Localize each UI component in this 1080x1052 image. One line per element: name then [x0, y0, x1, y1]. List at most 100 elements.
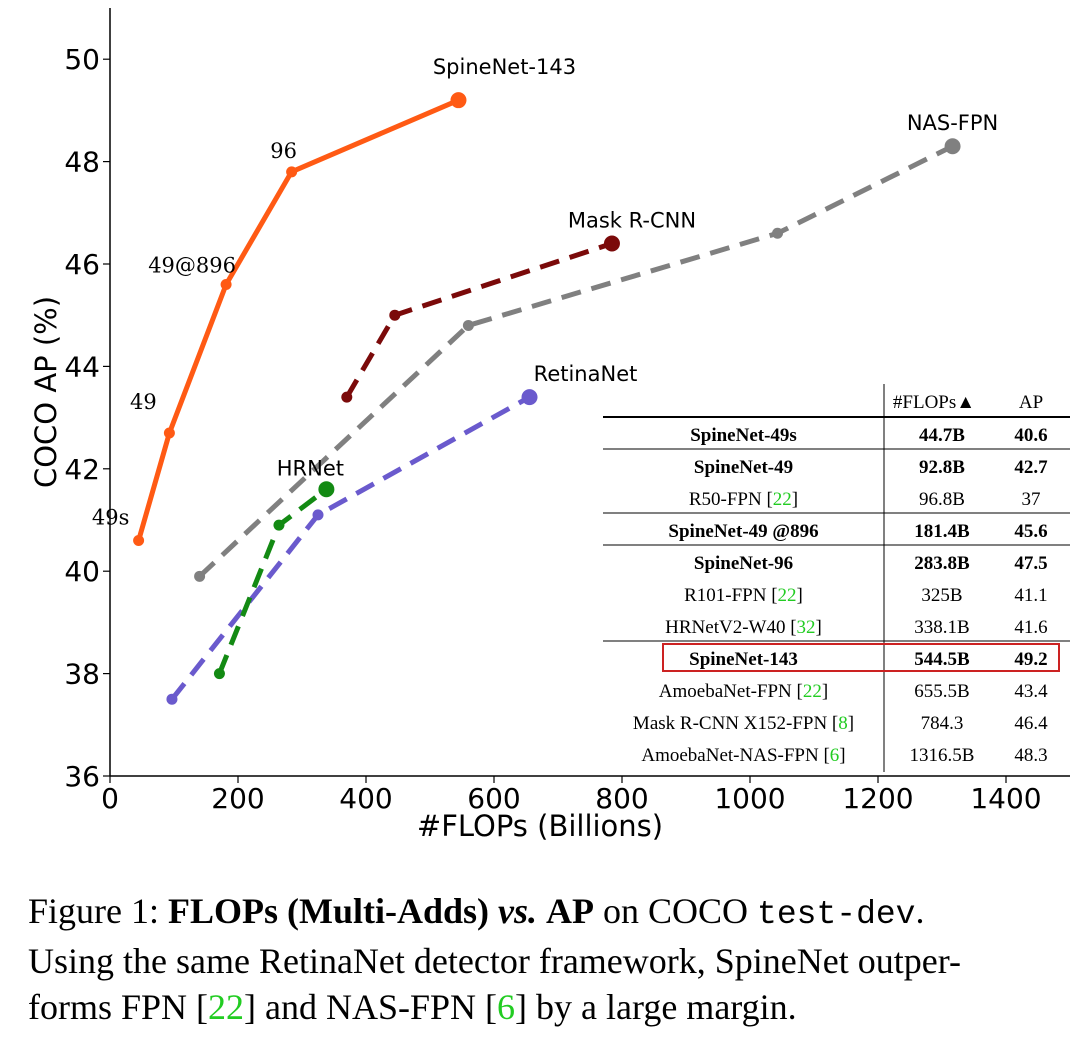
caption-line-3: forms FPN [22] and NAS-FPN [6] by a larg… [28, 984, 1068, 1030]
data-point [166, 693, 178, 705]
table-cell-model: HRNetV2-W40 [32] [665, 617, 822, 638]
series-label-hrnet: HRNet [277, 456, 344, 480]
caption-on-coco: on COCO [603, 891, 749, 931]
table-cell-model: AmoebaNet-FPN [22] [659, 681, 828, 702]
table-cell-model: R50-FPN [22] [689, 489, 798, 510]
table-cell-ap: 45.6 [1014, 521, 1047, 542]
table-cell-flops: 325B [921, 585, 962, 606]
table-cell-model: SpineNet-49 [694, 457, 793, 478]
data-point [462, 319, 474, 331]
y-axis-title: COCO AP (%) [29, 296, 63, 488]
series-label-spinenet-143: SpineNet-143 [433, 55, 576, 79]
labels-layer: 49s 49 49@896 96 SpineNet-143 NAS-FPN Mask R-C… [92, 55, 998, 529]
x-tick-label: 800 [595, 782, 648, 815]
axes: 0 200 400 600 800 1000 1200 1400 36 38 40 42 44 46 48 5… [29, 8, 1070, 843]
table-cell-flops: 96.8B [919, 489, 965, 510]
flops-vs-ap-chart: 0 200 400 600 800 1000 1200 1400 36 38 40 42 44 46 48 5… [29, 8, 1070, 843]
series-hrnet [213, 481, 335, 680]
table-cell-ap: 49.2 [1014, 649, 1047, 670]
x-tick-label: 1400 [970, 782, 1041, 815]
table-cell-flops: 283.8B [914, 553, 970, 574]
table-cell-ap: 41.1 [1014, 585, 1047, 606]
y-tick-label: 42 [64, 453, 100, 486]
x-axis-title: #FLOPs (Billions) [417, 809, 663, 843]
caption-ref-22: 22 [208, 987, 245, 1027]
table-cell-model: R101-FPN [22] [684, 585, 803, 606]
data-point [273, 519, 285, 531]
table-highlight-box [662, 643, 1060, 672]
table-cell-model: SpineNet-96 [694, 553, 793, 574]
table-cell-flops: 784.3 [921, 713, 964, 734]
series-layer [133, 92, 961, 705]
x-tick-label: 400 [339, 782, 392, 815]
series-line-hrnet [217, 487, 328, 675]
table-background [603, 385, 1070, 773]
caption-bold-ap: AP [546, 891, 595, 931]
data-point [133, 534, 145, 546]
series-spinenet-143 [133, 92, 467, 546]
y-tick-label: 36 [64, 760, 100, 793]
series-retinanet [166, 389, 538, 705]
data-point [286, 166, 298, 178]
y-tick-label: 38 [64, 658, 100, 691]
y-tick-label: 48 [64, 146, 100, 179]
caption-line-1: Figure 1: FLOPs (Multi-Adds) vs. AP on C… [28, 888, 1068, 938]
data-point [213, 668, 225, 680]
series-label-retinanet: RetinaNet [534, 362, 638, 386]
caption-line-3b: ] and NAS-FPN [ [244, 987, 498, 1027]
table-cell-ap: 40.6 [1014, 425, 1047, 446]
table-cell-model: SpineNet-49s [690, 425, 797, 446]
caption-test-dev: test-dev [757, 896, 916, 933]
comparison-table: #FLOPs▲ AP SpineNet-49s 44.7B 40.6 SpineNet-4… [603, 384, 1070, 773]
table-cell-model: SpineNet-143 [689, 649, 798, 670]
series-line-retinanet [170, 394, 531, 701]
table-cell-flops: 181.4B [914, 521, 970, 542]
table-cell-ap: 37 [1022, 489, 1041, 510]
caption-line-3c: ] by a large margin. [515, 987, 797, 1027]
data-point [194, 570, 206, 582]
point-label: 49s [92, 505, 130, 529]
series-label-mask-r-cnn: Mask R-CNN [568, 209, 696, 233]
data-point [944, 138, 961, 155]
table-cell-ap: 47.5 [1014, 553, 1047, 574]
caption-ref-6: 6 [497, 987, 516, 1027]
caption-prefix: Figure 1: [28, 891, 159, 931]
data-point [450, 92, 467, 109]
x-tick-label: 1000 [714, 782, 785, 815]
caption-vs: vs. [498, 891, 538, 931]
table-cell-flops: 544.5B [914, 649, 970, 670]
table-cell-model: SpineNet-49 @896 [668, 521, 818, 542]
table-cell-model: Mask R-CNN X152-FPN [8] [633, 713, 854, 734]
data-point [389, 309, 401, 321]
x-tick-label: 600 [467, 782, 520, 815]
data-point [341, 391, 353, 403]
data-point [318, 481, 335, 498]
table-cell-flops: 44.7B [919, 425, 965, 446]
data-point [521, 389, 538, 406]
data-point [603, 235, 620, 252]
caption-line-3a: forms FPN [ [28, 987, 209, 1027]
y-tick-label: 44 [64, 350, 100, 383]
table-cell-flops: 655.5B [914, 681, 969, 702]
table-header-ap: AP [1019, 392, 1043, 413]
figure-caption: Figure 1: FLOPs (Multi-Adds) vs. AP on C… [28, 888, 1068, 1030]
x-tick-label: 200 [211, 782, 264, 815]
caption-bold-flops: FLOPs (Multi-Adds) [168, 891, 490, 931]
table-cell-ap: 46.4 [1014, 713, 1048, 734]
series-nas-fpn [194, 138, 961, 582]
x-tick-label: 1200 [842, 782, 913, 815]
table-header-flops: #FLOPs▲ [893, 392, 975, 413]
data-point [772, 227, 784, 239]
y-tick-label: 40 [64, 555, 100, 588]
point-label: 49@896 [148, 253, 236, 277]
point-label: 49 [130, 390, 157, 414]
table-cell-flops: 92.8B [919, 457, 965, 478]
series-mask-r-cnn [341, 235, 620, 403]
y-tick-label: 46 [64, 248, 100, 281]
data-point [220, 278, 232, 290]
table-cell-ap: 48.3 [1014, 745, 1047, 766]
table-cell-model: AmoebaNet-NAS-FPN [6] [641, 745, 845, 766]
point-label: 96 [270, 139, 297, 163]
table-cell-ap: 41.6 [1014, 617, 1047, 638]
data-point [312, 509, 324, 521]
